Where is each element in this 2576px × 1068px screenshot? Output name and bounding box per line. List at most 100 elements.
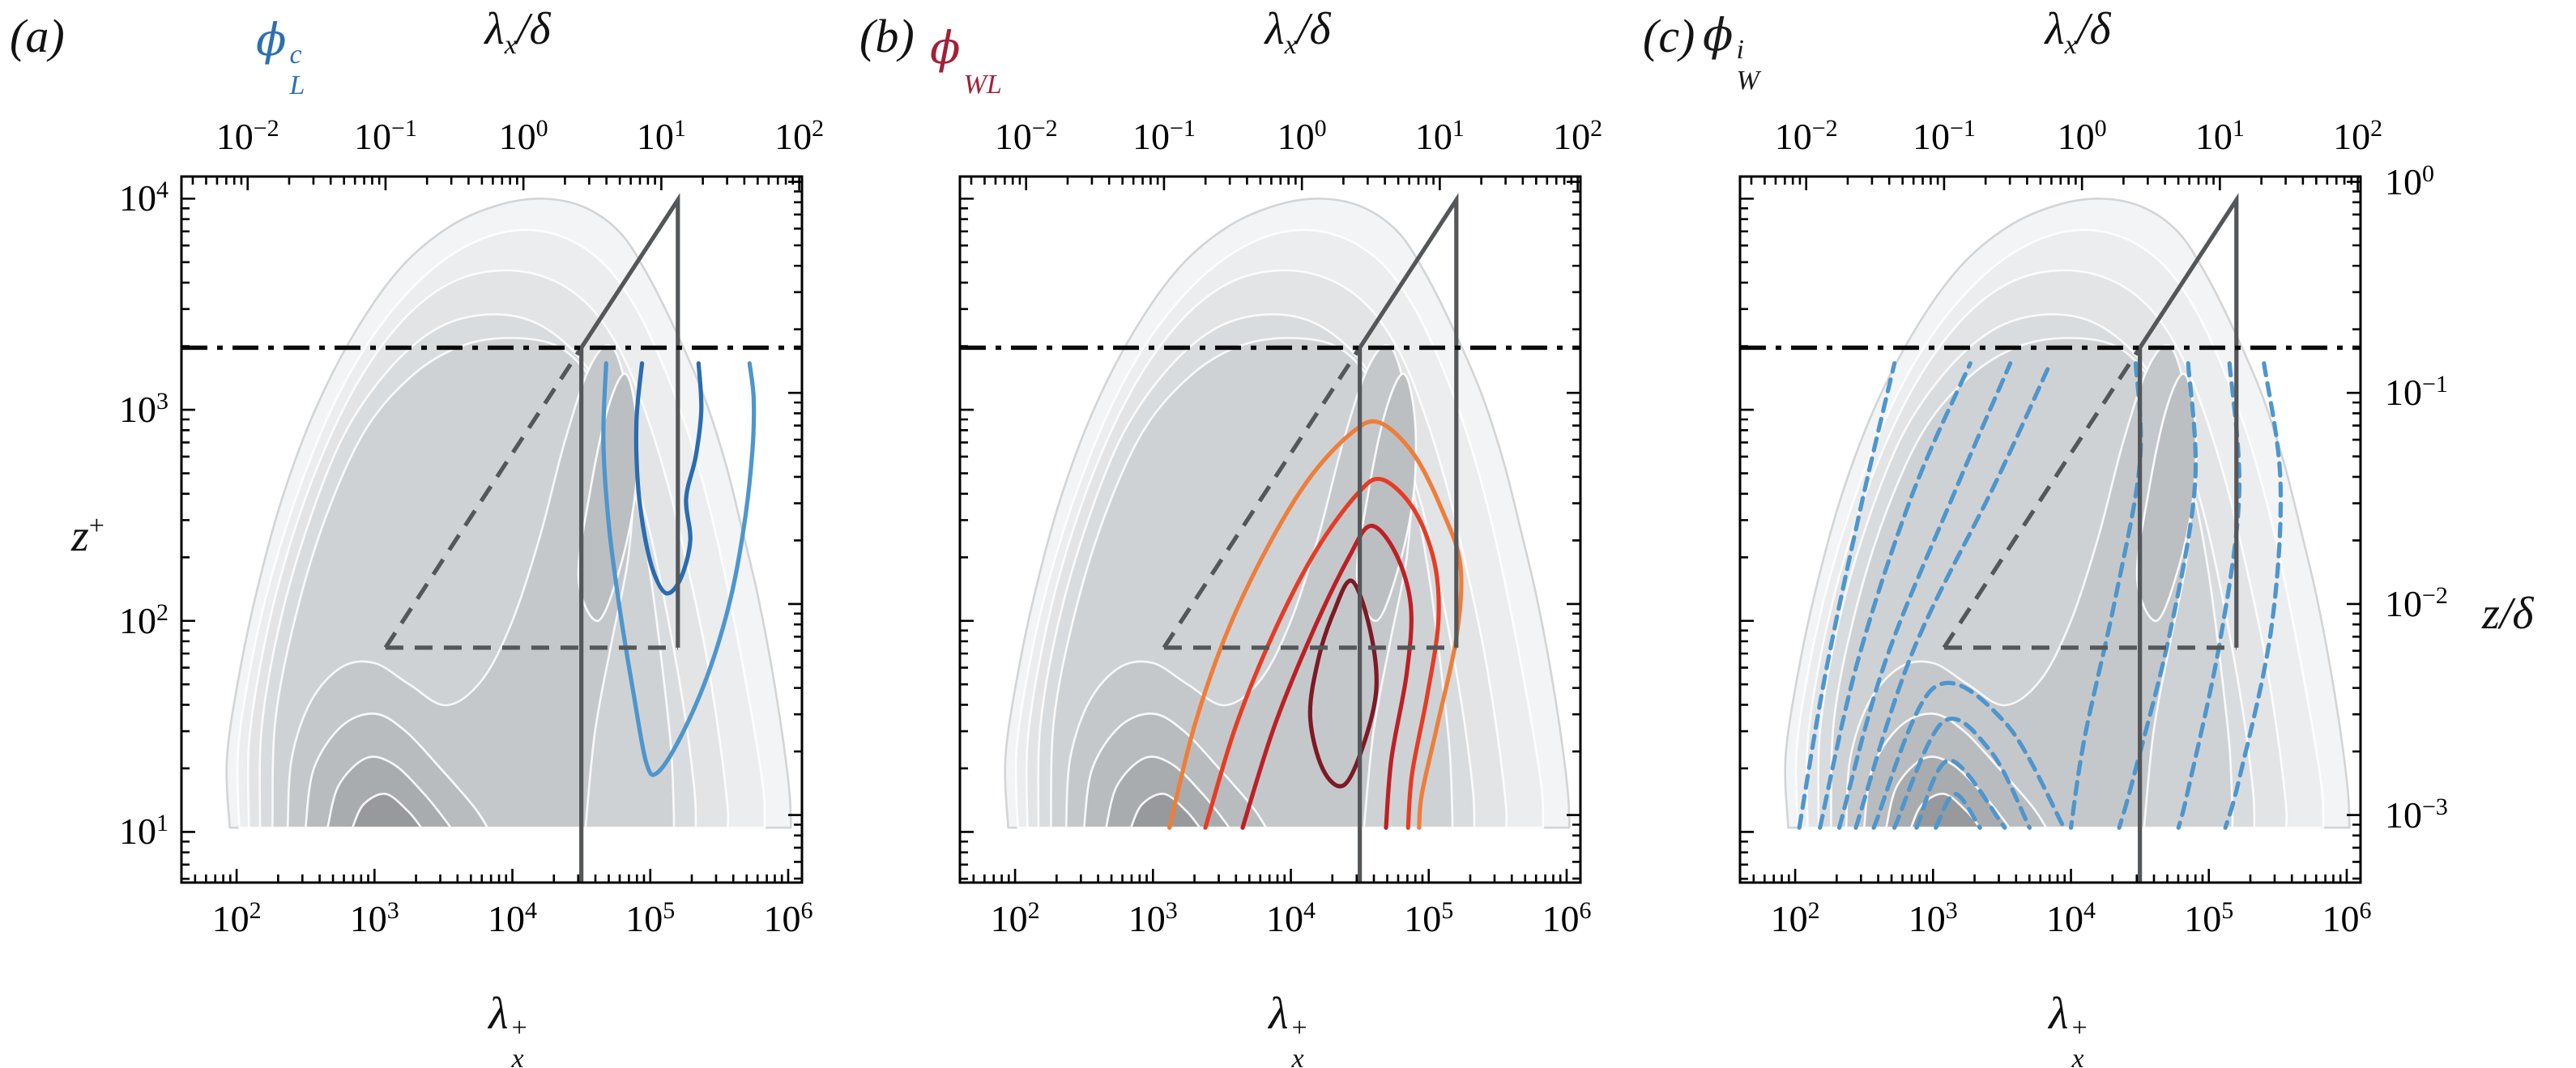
tick-mantissa: 10 <box>353 116 391 157</box>
x-top-tick-label-a: 100 <box>499 117 548 155</box>
phi-subscript: W <box>1736 66 1759 96</box>
phi-superscript <box>964 40 1002 71</box>
contour-a-phi-L-outer <box>601 361 757 777</box>
tick-exponent: 4 <box>2083 897 2096 924</box>
tick-mantissa: 10 <box>2385 582 2422 624</box>
x-top-tick-label-b: 10−2 <box>994 116 1058 157</box>
x-top-tick-label-c: 102 <box>2333 116 2382 157</box>
z-symbol: z <box>71 511 89 561</box>
lambda-symbol: λ <box>1265 4 1285 54</box>
lambda-symbol: λ <box>1269 989 1289 1039</box>
panel-a-content <box>181 193 802 883</box>
top-axis-title-c: λx/δ <box>2045 6 2111 59</box>
tick-exponent: −1 <box>2422 371 2448 398</box>
contour-a-phi-L-inner <box>633 361 704 596</box>
x-bottom-tick-label-c: 106 <box>2322 897 2372 939</box>
x-subscript: x <box>2071 1044 2084 1068</box>
phi-superscript: i <box>1736 35 1744 65</box>
background-gray-level-7-outer-site <box>2135 372 2198 623</box>
x-bottom-tick-label-a: 105 <box>625 898 675 939</box>
tick-exponent: −2 <box>2422 581 2448 609</box>
top-axis-title-b: λx/δ <box>1265 6 1331 59</box>
y-right-tick-label: 100 <box>2385 161 2434 201</box>
tick-exponent: 3 <box>156 388 168 415</box>
tick-mantissa: 10 <box>119 599 156 641</box>
left-axis-title: z+ <box>71 511 104 561</box>
panel-b-content <box>960 193 1580 883</box>
panel-a-ticks <box>181 177 802 883</box>
x-top-tick-label-c: 101 <box>2194 115 2245 157</box>
top-axis-title-a: λx/δ <box>485 6 551 59</box>
x-top-tick-label-a: 102 <box>774 117 824 155</box>
panel-b-quantity-label: ϕ WL <box>930 26 1002 99</box>
contour-c-phi-Wi-ring-4 <box>1871 680 2066 830</box>
tick-exponent: 3 <box>1165 897 1178 924</box>
tick-mantissa: 10 <box>2385 372 2422 414</box>
refline-b-wall-distance-dashed-diagonal <box>1162 346 1362 649</box>
tick-exponent: 1 <box>1452 115 1465 142</box>
tick-mantissa: 10 <box>2385 794 2422 836</box>
tick-mantissa: 10 <box>1912 116 1950 157</box>
refline-b-lambda-marker-solid <box>1358 193 1459 883</box>
tick-mantissa: 10 <box>990 898 1028 939</box>
panel-c-content <box>1740 193 2361 883</box>
tick-exponent: 2 <box>1590 115 1603 142</box>
tick-exponent: 1 <box>2232 115 2245 142</box>
x-top-tick-label-c: 100 <box>2057 115 2107 157</box>
contour-c-phi-Wi-ring-1 <box>1934 791 1982 830</box>
lambda-sub-x: x <box>2064 30 2077 60</box>
tick-mantissa: 10 <box>1908 898 1946 939</box>
over-delta: /δ <box>516 4 551 54</box>
x-bottom-tick-label-b: 105 <box>1404 897 1454 938</box>
x-top-tick-label-b: 102 <box>1553 115 1603 155</box>
tick-mantissa: 10 <box>2184 898 2222 939</box>
phi-symbol: ϕ <box>1703 9 1734 61</box>
tick-exponent: 6 <box>2359 897 2372 924</box>
bottom-axis-title-a: λ + x <box>488 991 527 1068</box>
phi-subscript: WL <box>963 70 1002 100</box>
tick-exponent: −1 <box>390 115 417 142</box>
x-subscript: x <box>1291 1044 1304 1068</box>
tick-exponent: −2 <box>253 115 279 142</box>
phi-symbol: ϕ <box>930 22 961 74</box>
tick-exponent: 5 <box>1441 897 1454 924</box>
tick-mantissa: 10 <box>1132 116 1170 157</box>
tick-mantissa: 10 <box>994 116 1032 157</box>
tick-exponent: 0 <box>2094 115 2107 142</box>
tick-mantissa: 10 <box>1414 116 1452 157</box>
tick-mantissa: 10 <box>119 389 156 431</box>
tick-mantissa: 10 <box>488 898 526 939</box>
y-right-tick-label: 10−2 <box>2385 581 2448 624</box>
tick-exponent: 4 <box>156 177 168 204</box>
x-bottom-tick-label-a: 106 <box>763 898 812 939</box>
x-top-tick-label-a: 101 <box>636 116 686 157</box>
tick-mantissa: 10 <box>2333 116 2371 157</box>
tick-mantissa: 10 <box>1774 116 1812 157</box>
tick-mantissa: 10 <box>1128 898 1166 939</box>
contour-b-phi-WL-level-3 <box>1240 523 1414 830</box>
refline-a-lambda-marker-solid <box>579 193 680 883</box>
tick-mantissa: 10 <box>763 898 801 939</box>
tick-exponent: 5 <box>2221 897 2234 924</box>
tick-mantissa: 10 <box>2322 898 2360 939</box>
tick-exponent: 2 <box>1027 897 1040 924</box>
tick-mantissa: 10 <box>2057 116 2095 157</box>
tick-mantissa: 10 <box>625 898 663 939</box>
panel-a-tag: (a) <box>10 10 65 62</box>
tick-mantissa: 10 <box>119 811 156 853</box>
contour-c-phi-Wi-left-1 <box>1797 361 1897 830</box>
contour-c-phi-Wi-right-1 <box>2223 361 2284 830</box>
phi-symbol: ϕ <box>256 14 287 66</box>
right-axis-title: z/δ <box>2482 589 2534 639</box>
plus-superscript: + <box>2071 1013 2088 1043</box>
tick-mantissa: 10 <box>2194 116 2233 157</box>
x-top-tick-label-c: 10−1 <box>1912 116 1976 157</box>
tick-mantissa: 10 <box>636 116 674 157</box>
tick-exponent: 1 <box>156 810 168 837</box>
tick-exponent: −2 <box>1811 115 1838 142</box>
tick-exponent: 2 <box>249 897 262 924</box>
